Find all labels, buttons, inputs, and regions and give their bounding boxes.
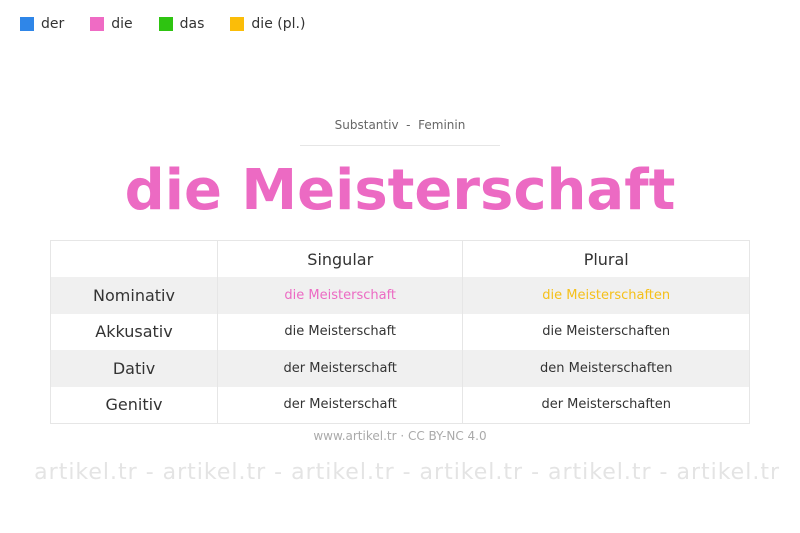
plural-form: die Meisterschaften	[462, 313, 750, 351]
color-swatch	[158, 17, 173, 31]
footer-credit: www.artikel.tr · CC BY-NC 4.0	[313, 429, 487, 443]
case-label: Akkusativ	[50, 313, 218, 351]
table-row: Dativ der Meisterschaft den Meisterschaf…	[50, 350, 750, 387]
legend-item-plural: die (pl.)	[230, 16, 305, 32]
table-row: Nominativ die Meisterschaft die Meisters…	[50, 277, 750, 314]
header-empty	[50, 240, 218, 278]
declension-table: Singular Plural Nominativ die Meistersch…	[50, 240, 750, 424]
color-swatch	[20, 17, 34, 31]
page-title: die Meisterschaft	[124, 158, 676, 223]
singular-form: der Meisterschaft	[216, 350, 463, 387]
singular-form: die Meisterschaft	[216, 313, 463, 351]
legend-item-das: das	[158, 16, 205, 32]
legend-label: der	[41, 16, 65, 32]
header-singular: Singular	[216, 240, 463, 278]
plural-form: der Meisterschaften	[462, 386, 750, 424]
singular-form: der Meisterschaft	[216, 386, 463, 424]
gender-legend: der die das die (pl.)	[20, 16, 331, 32]
legend-label: die	[111, 16, 133, 32]
legend-item-der: der	[20, 16, 64, 32]
plural-form: die Meisterschaften	[462, 277, 750, 314]
header-plural: Plural	[462, 240, 750, 278]
word-type: Substantiv - Feminin	[334, 118, 466, 132]
divider	[300, 145, 500, 146]
table-row: Akkusativ die Meisterschaft die Meisters…	[50, 313, 750, 351]
table-row: Genitiv der Meisterschaft der Meistersch…	[50, 386, 750, 424]
color-swatch	[230, 17, 245, 31]
case-label: Dativ	[50, 350, 218, 387]
case-label: Nominativ	[50, 277, 218, 314]
table-header-row: Singular Plural	[50, 240, 750, 278]
singular-form: die Meisterschaft	[216, 277, 463, 314]
legend-label: das	[179, 16, 205, 32]
watermark: artikel.tr - artikel.tr - artikel.tr - a…	[34, 460, 780, 485]
plural-form: den Meisterschaften	[462, 350, 750, 387]
legend-label: die (pl.)	[251, 16, 306, 32]
case-label: Genitiv	[50, 386, 218, 424]
legend-item-die: die	[90, 16, 133, 32]
color-swatch	[90, 17, 105, 31]
